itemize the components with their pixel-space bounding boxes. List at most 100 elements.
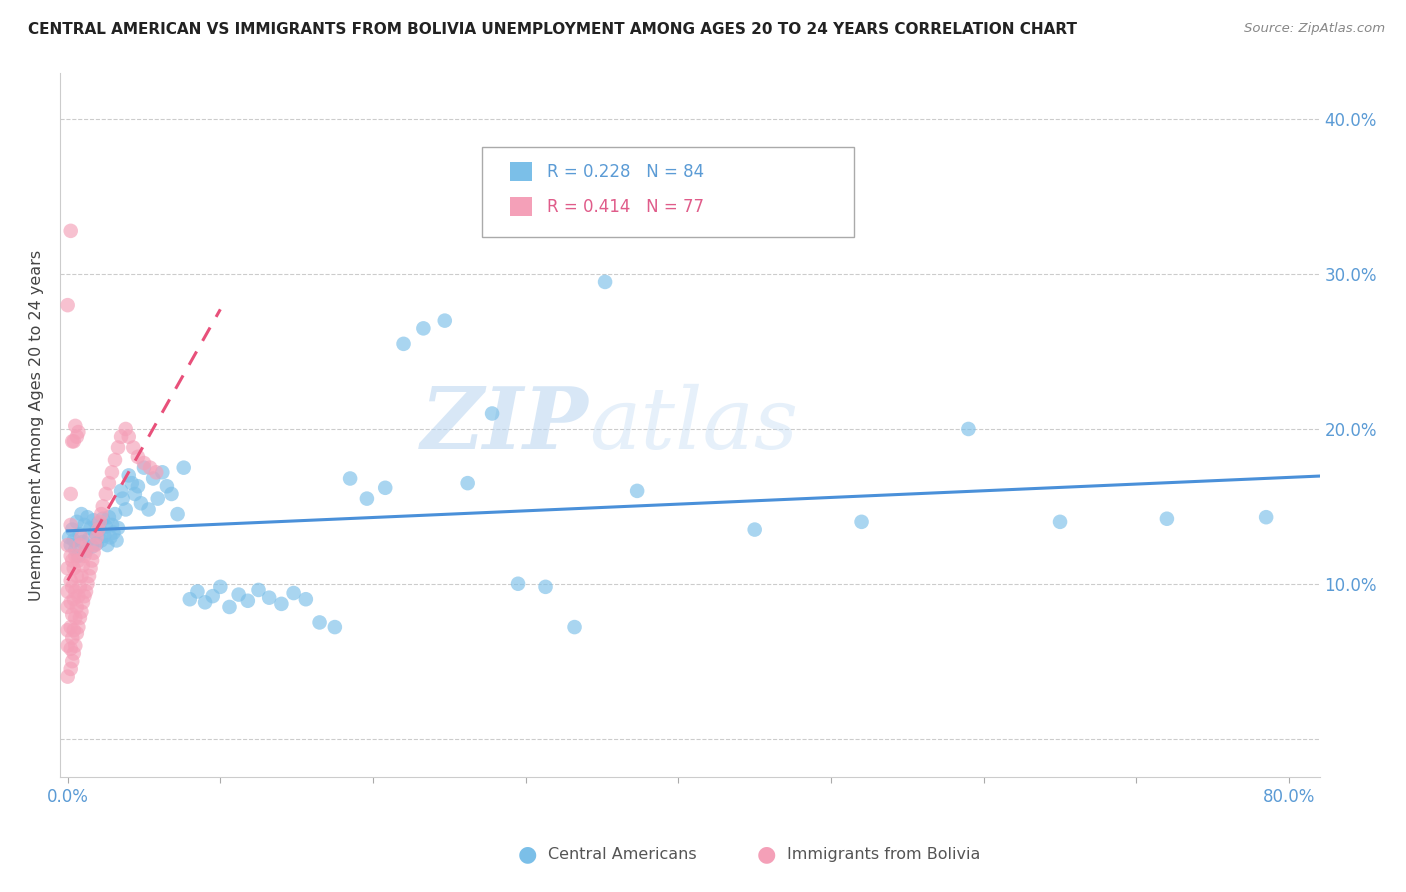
Point [83,513,105,527]
Point [132,456,155,470]
Point [121,476,143,491]
Text: ●: ● [517,845,537,864]
Point [173,460,195,475]
Point [60,631,83,645]
Point [72,558,94,573]
Point [124,487,146,501]
Point [160,487,183,501]
Point [60,523,83,537]
Point [186,584,208,599]
Point [82,553,104,567]
Point [65,639,87,653]
Y-axis label: Unemployment Among Ages 20 to 24 years: Unemployment Among Ages 20 to 24 years [30,250,44,600]
Point [103,525,125,540]
Point [69,611,91,625]
Point [118,430,141,444]
Point [66,626,89,640]
Point [67,553,90,567]
Point [59,487,82,501]
Point [70,530,93,544]
Point [104,507,127,521]
Text: R = 0.228   N = 84: R = 0.228 N = 84 [547,163,704,181]
Point [56,639,79,653]
Point [114,422,136,436]
Point [138,502,160,516]
Point [218,599,240,614]
Point [76,576,98,591]
Point [127,450,149,464]
Point [97,476,120,491]
Point [105,533,128,548]
Point [323,620,346,634]
Point [59,641,82,656]
Point [69,580,91,594]
Point [70,569,93,583]
Point [86,530,108,544]
Point [87,516,110,531]
Point [82,540,104,554]
Point [179,592,201,607]
Text: ZIP: ZIP [422,384,589,467]
Point [65,611,87,625]
Point [156,479,179,493]
Point [96,538,118,552]
Point [94,487,117,501]
Point [73,589,96,603]
Point [374,481,396,495]
Point [593,275,616,289]
Point [60,607,83,622]
Point [481,407,503,421]
Point [76,510,98,524]
Point [91,512,114,526]
Point [851,515,873,529]
Point [91,500,114,514]
Point [67,425,90,439]
Point [73,517,96,532]
Point [129,496,152,510]
Point [77,532,100,546]
Point [339,471,361,485]
Point [62,434,84,449]
Point [65,418,87,433]
Point [62,533,84,548]
Point [957,422,980,436]
Point [83,546,105,560]
Point [308,615,330,630]
Point [56,599,79,614]
Point [56,670,79,684]
Point [66,599,89,614]
Point [66,430,89,444]
Point [392,336,415,351]
Point [79,561,101,575]
Point [457,476,479,491]
Point [56,623,79,637]
Point [69,527,91,541]
Point [506,576,529,591]
Point [72,535,94,549]
Point [73,549,96,563]
Point [59,549,82,563]
Point [166,507,188,521]
Point [59,538,82,552]
Point [84,538,107,552]
Point [59,595,82,609]
Point [75,584,97,599]
Point [97,510,120,524]
Text: Immigrants from Bolivia: Immigrants from Bolivia [787,847,981,862]
Point [118,468,141,483]
Point [60,580,83,594]
Point [1256,510,1278,524]
Point [67,620,90,634]
Point [59,620,82,634]
FancyBboxPatch shape [482,147,853,237]
Point [94,519,117,533]
Point [66,569,89,583]
Point [110,430,132,444]
Point [146,491,169,506]
Point [69,538,91,552]
Point [534,580,557,594]
Point [122,441,145,455]
Point [412,321,434,335]
Point [114,502,136,516]
Point [89,515,111,529]
